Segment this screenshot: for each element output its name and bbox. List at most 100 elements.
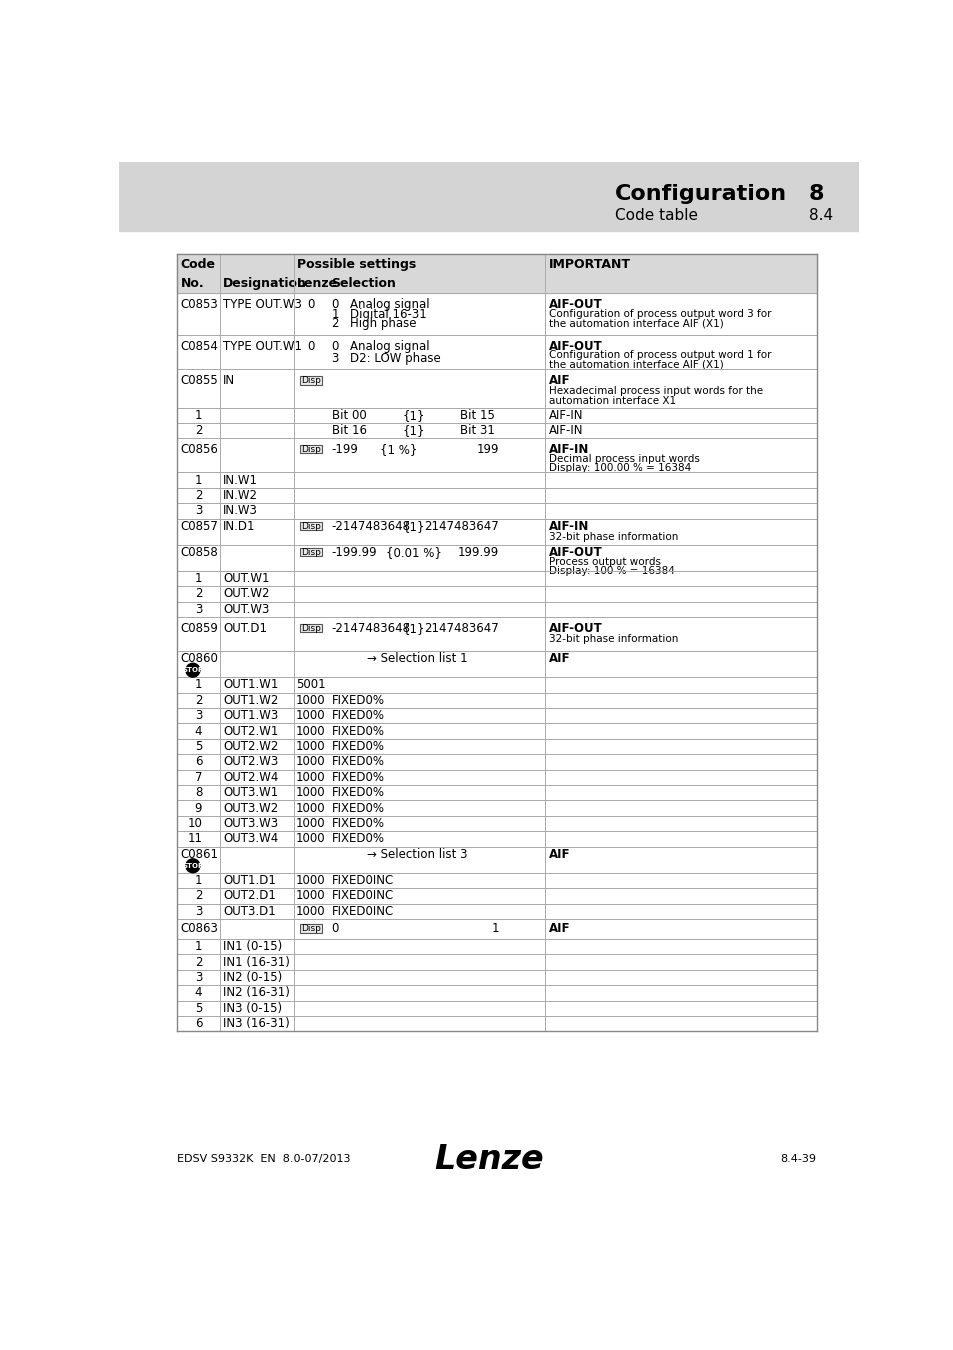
Text: FIXED0%: FIXED0% [332, 709, 384, 722]
Text: C0857: C0857 [180, 520, 218, 533]
Circle shape [186, 859, 199, 872]
Text: Bit 15: Bit 15 [459, 409, 495, 421]
Text: AIF-OUT: AIF-OUT [548, 340, 601, 352]
Text: IN1 (16-31): IN1 (16-31) [223, 956, 290, 968]
Text: 3: 3 [194, 505, 202, 517]
Text: Lenze: Lenze [434, 1142, 543, 1176]
Text: IN.D1: IN.D1 [223, 520, 255, 533]
Text: OUT3.W3: OUT3.W3 [223, 817, 278, 830]
Text: Decimal process input words: Decimal process input words [548, 454, 699, 464]
Text: {1}: {1} [402, 424, 424, 437]
Bar [119, 162, 858, 231]
Text: 0: 0 [307, 340, 314, 352]
Text: Bit 31: Bit 31 [459, 424, 495, 437]
Text: D2: LOW phase: D2: LOW phase [350, 352, 440, 365]
Bar [294, 274, 545, 293]
Text: 10: 10 [187, 817, 202, 830]
Text: Disp: Disp [300, 624, 320, 633]
Text: 1: 1 [491, 922, 498, 936]
Text: IN1 (0-15): IN1 (0-15) [223, 940, 282, 953]
Text: 1: 1 [194, 572, 202, 585]
FancyBboxPatch shape [299, 521, 321, 531]
Text: AIF-OUT: AIF-OUT [548, 298, 601, 312]
Text: AIF-IN: AIF-IN [548, 409, 582, 421]
Bar [545, 274, 816, 293]
Text: OUT2.W3: OUT2.W3 [223, 756, 278, 768]
Text: 5: 5 [194, 740, 202, 753]
Circle shape [186, 663, 199, 678]
Text: Configuration: Configuration [615, 185, 786, 204]
Text: Configuration of process output word 1 for: Configuration of process output word 1 f… [548, 350, 770, 360]
Text: 1: 1 [194, 940, 202, 953]
Text: Code: Code [180, 258, 215, 271]
Bar [294, 254, 545, 274]
Text: -199: -199 [332, 443, 358, 456]
Text: Display: 100.00 % = 16384: Display: 100.00 % = 16384 [548, 463, 690, 474]
Text: FIXED0INC: FIXED0INC [332, 890, 394, 902]
Text: 2: 2 [194, 890, 202, 902]
Bar [177, 254, 816, 1031]
Text: High phase: High phase [350, 317, 416, 329]
Text: 1000: 1000 [295, 771, 325, 784]
Text: 3: 3 [332, 352, 338, 365]
Text: 3: 3 [194, 603, 202, 616]
Text: OUT.D1: OUT.D1 [223, 622, 267, 634]
Text: OUT2.D1: OUT2.D1 [223, 890, 275, 902]
Text: → Selection list 1: → Selection list 1 [367, 652, 468, 666]
Text: 1: 1 [194, 474, 202, 486]
Text: 1: 1 [332, 308, 338, 320]
Text: C0861: C0861 [180, 848, 218, 861]
Text: Bit 16: Bit 16 [332, 424, 366, 437]
Text: C0858: C0858 [180, 545, 218, 559]
Bar [177, 274, 294, 293]
Text: FIXED0%: FIXED0% [332, 756, 384, 768]
Text: IN3 (16-31): IN3 (16-31) [223, 1017, 290, 1030]
Text: 6: 6 [194, 756, 202, 768]
Text: FIXED0%: FIXED0% [332, 725, 384, 737]
Text: 9: 9 [194, 802, 202, 814]
Text: OUT.W2: OUT.W2 [223, 587, 270, 601]
Text: 5001: 5001 [295, 678, 325, 691]
Text: 5: 5 [194, 1002, 202, 1015]
Text: → Selection list 3: → Selection list 3 [367, 848, 468, 861]
Text: 1: 1 [194, 678, 202, 691]
Text: FIXED0%: FIXED0% [332, 694, 384, 707]
Text: Disp: Disp [300, 925, 320, 933]
Text: 8.4-39: 8.4-39 [780, 1154, 816, 1164]
Text: Process output words: Process output words [548, 556, 659, 567]
Text: 3: 3 [194, 904, 202, 918]
Text: 2147483647: 2147483647 [424, 520, 498, 533]
Text: {1}: {1} [402, 622, 424, 634]
Text: 2: 2 [194, 587, 202, 601]
Text: AIF-OUT: AIF-OUT [548, 622, 601, 634]
Text: FIXED0%: FIXED0% [332, 833, 384, 845]
Text: AIF-IN: AIF-IN [548, 443, 588, 456]
Text: 1000: 1000 [295, 740, 325, 753]
Text: 11: 11 [187, 833, 202, 845]
Text: 1000: 1000 [295, 873, 325, 887]
Text: STOP: STOP [182, 667, 203, 674]
Text: FIXED0%: FIXED0% [332, 771, 384, 784]
Text: 4: 4 [194, 987, 202, 999]
Text: 32-bit phase information: 32-bit phase information [548, 634, 678, 644]
Text: No.: No. [180, 277, 204, 290]
Text: 1: 1 [194, 409, 202, 421]
Text: OUT2.W4: OUT2.W4 [223, 771, 278, 784]
Text: 1000: 1000 [295, 817, 325, 830]
Text: -2147483648: -2147483648 [332, 622, 410, 634]
Text: Hexadecimal process input words for the: Hexadecimal process input words for the [548, 386, 762, 397]
Text: IMPORTANT: IMPORTANT [548, 258, 630, 271]
Text: 8: 8 [194, 786, 202, 799]
Text: 3: 3 [194, 971, 202, 984]
Text: 2: 2 [194, 694, 202, 707]
Bar [177, 254, 294, 274]
Text: 0: 0 [332, 340, 338, 352]
Text: {1 %}: {1 %} [379, 443, 416, 456]
Text: IN.W2: IN.W2 [223, 489, 258, 502]
Text: Designation: Designation [223, 277, 307, 290]
Text: Analog signal: Analog signal [350, 340, 430, 352]
Text: 1000: 1000 [295, 904, 325, 918]
Text: OUT3.W4: OUT3.W4 [223, 833, 278, 845]
Text: 1000: 1000 [295, 694, 325, 707]
FancyBboxPatch shape [299, 377, 321, 385]
